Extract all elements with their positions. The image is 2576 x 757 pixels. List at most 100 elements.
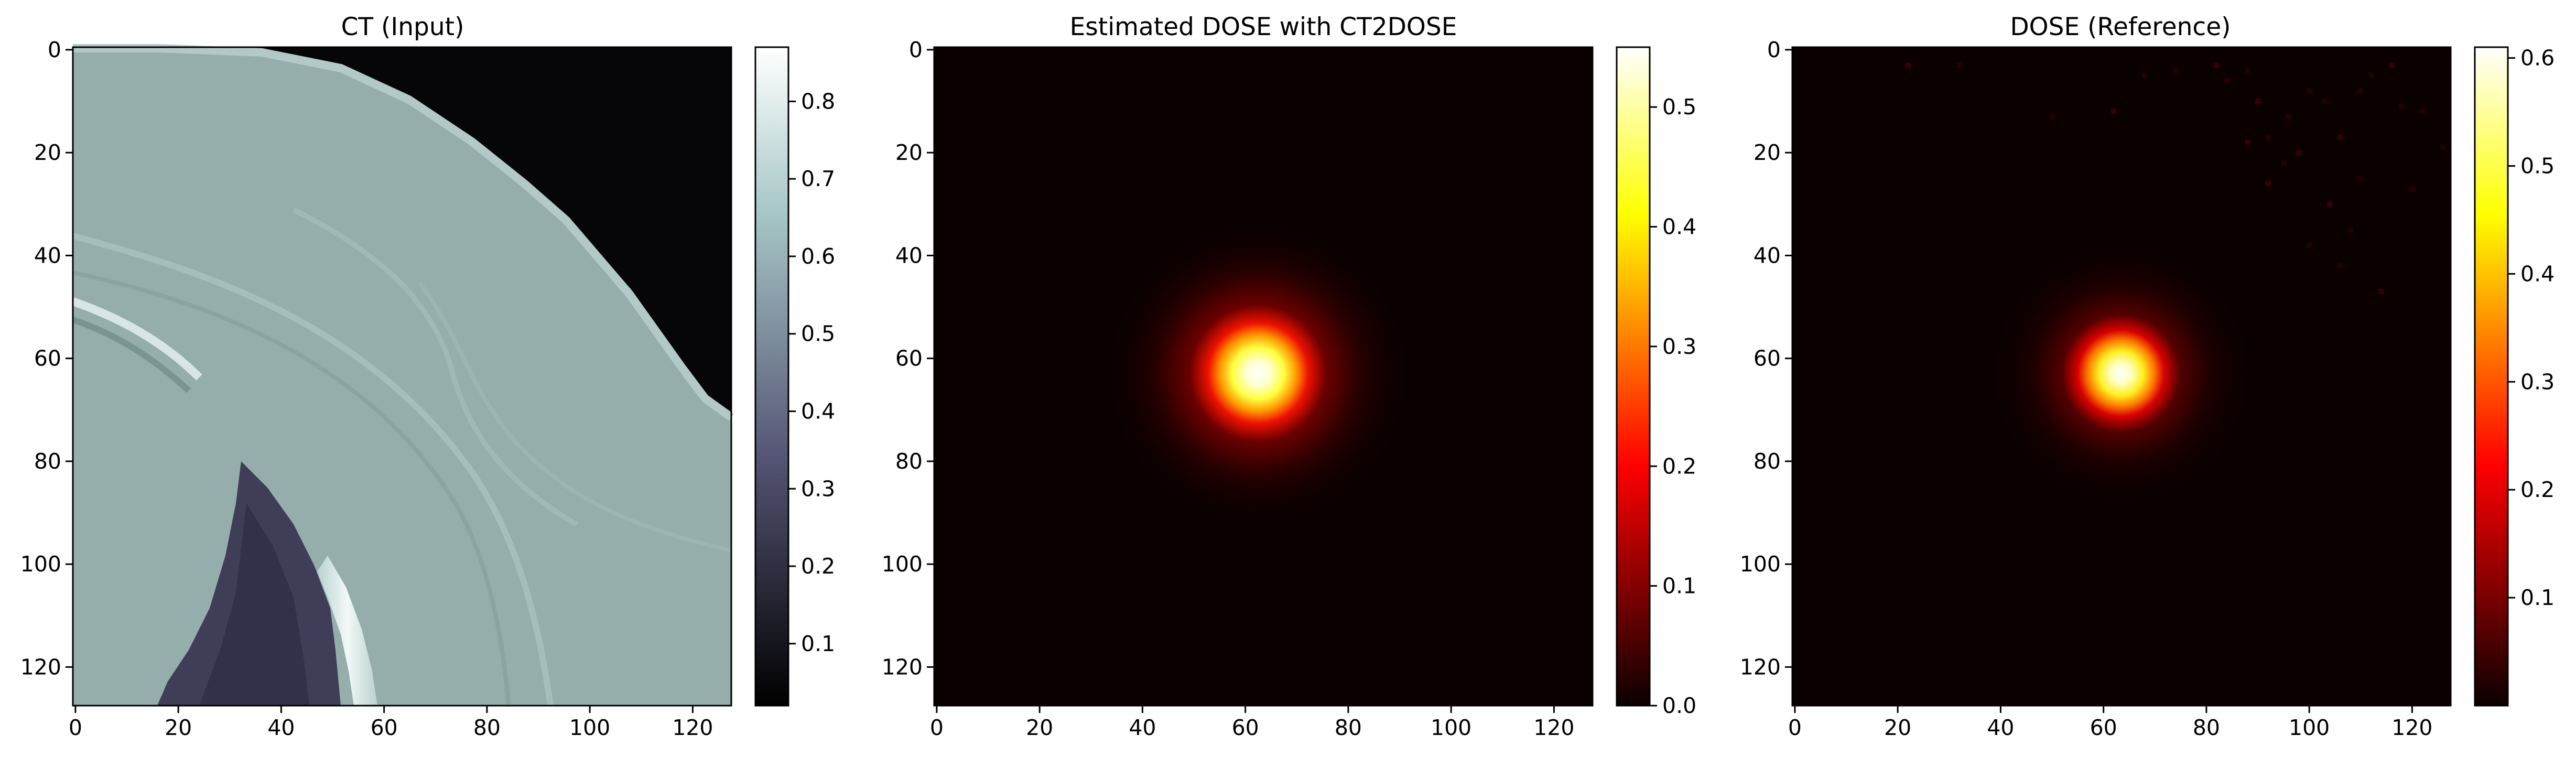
colorbar xyxy=(2474,46,2509,707)
y-tick-label: 80 xyxy=(1754,449,1781,474)
y-tick-label: 0 xyxy=(1767,37,1781,62)
ct-skin-boundary xyxy=(73,44,734,421)
noise-point xyxy=(2399,103,2405,109)
y-tick-label: 60 xyxy=(34,346,61,371)
colorbar-tick-label: 0.1 xyxy=(801,631,835,656)
x-tick-label: 100 xyxy=(569,715,610,740)
ct-bone-band xyxy=(72,317,191,393)
colorbar-tick-label: 0.6 xyxy=(2520,46,2555,71)
noise-point xyxy=(2245,139,2250,145)
y-tick-group: 0 20 40 60 80 100 120 xyxy=(1740,37,1792,679)
ct-image xyxy=(71,44,734,706)
ct-bone-band xyxy=(71,297,202,381)
x-tick-group: 0 20 40 60 80 100 120 xyxy=(1788,706,2433,740)
plot-frame xyxy=(72,46,732,707)
noise-point xyxy=(2307,242,2312,248)
colorbar-tick-label: 0.6 xyxy=(801,244,835,269)
x-tick-label: 120 xyxy=(1533,715,1574,740)
noise-point xyxy=(2265,181,2271,186)
noise-point xyxy=(2368,73,2374,78)
ct-fascia-line xyxy=(72,233,554,706)
noise-point xyxy=(2358,176,2364,181)
x-tick-label: 40 xyxy=(1129,715,1156,740)
y-tick-label: 100 xyxy=(1740,551,1781,577)
colorbar-tick-label: 0.2 xyxy=(801,554,835,579)
noise-point xyxy=(2245,68,2250,73)
y-tick-group: 0 20 40 60 80 100 120 xyxy=(20,37,73,679)
noise-point xyxy=(2049,114,2055,120)
colorbar-tick-label: 0.0 xyxy=(1662,693,1696,718)
x-tick-label: 80 xyxy=(1335,715,1362,740)
y-tick-label: 80 xyxy=(895,449,923,474)
plot-frame xyxy=(1791,46,2452,707)
noise-point xyxy=(2214,62,2220,68)
colorbar-ticks: 0.1 0.2 0.3 0.4 0.5 0.6 xyxy=(2508,46,2555,610)
y-tick-label: 40 xyxy=(34,243,61,268)
panel-ct-input: CT (Input) 0 20 40 60 80 100 120 0 20 40 60 80 100 1… xyxy=(20,13,835,740)
x-tick-label: 100 xyxy=(2289,715,2330,740)
chart-title: CT (Input) xyxy=(341,13,464,41)
x-tick-label: 40 xyxy=(1987,715,2014,740)
y-tick-label: 80 xyxy=(34,449,61,474)
noise-point xyxy=(2337,134,2343,140)
x-tick-label: 20 xyxy=(1026,715,1053,740)
colorbar-ticks: 0.0 0.1 0.2 0.3 0.4 0.5 xyxy=(1650,94,1696,718)
noise-point xyxy=(1905,62,1911,68)
noise-point xyxy=(2389,62,2395,68)
noise-point xyxy=(2281,160,2286,166)
y-tick-label: 20 xyxy=(1754,140,1781,165)
y-tick-label: 0 xyxy=(909,37,923,62)
x-tick-label: 120 xyxy=(672,715,713,740)
y-tick-label: 20 xyxy=(34,140,61,165)
noise-point xyxy=(2173,68,2178,73)
colorbar-tick-label: 0.5 xyxy=(1662,94,1696,120)
x-tick-label: 20 xyxy=(165,715,192,740)
noise-point xyxy=(2286,114,2291,120)
colorbar-tick-label: 0.4 xyxy=(801,398,835,424)
panel-reference-dose: DOSE (Reference) 0 20 40 60 80 100 120 0 20 40 60… xyxy=(1740,13,2555,740)
colorbar xyxy=(1616,46,1651,707)
dose-hotspot xyxy=(1106,221,1410,525)
colorbar-tick-label: 0.1 xyxy=(2520,585,2555,610)
noise-point xyxy=(1957,62,1962,68)
y-tick-group: 0 20 40 60 80 100 120 xyxy=(882,37,934,679)
noise-point xyxy=(2296,150,2302,156)
x-tick-label: 40 xyxy=(267,715,295,740)
colorbar-ticks: 0.1 0.2 0.3 0.4 0.5 0.6 0.7 0.8 xyxy=(788,89,835,656)
x-tick-label: 120 xyxy=(2391,715,2432,740)
dose-noise-points xyxy=(1905,62,2446,294)
x-tick-group: 0 20 40 60 80 100 120 xyxy=(69,706,713,740)
colorbar-tick-label: 0.7 xyxy=(801,166,835,191)
x-tick-group: 0 20 40 60 80 100 120 xyxy=(930,706,1575,740)
chart-title: Estimated DOSE with CT2DOSE xyxy=(1070,13,1457,41)
noise-point xyxy=(2337,263,2343,268)
noise-point xyxy=(2347,227,2353,233)
ct-fascia-line xyxy=(292,207,578,527)
colorbar-tick-label: 0.1 xyxy=(1662,574,1696,599)
y-tick-label: 120 xyxy=(882,654,923,679)
colorbar-tick-label: 0.4 xyxy=(2520,261,2555,286)
chart-title: DOSE (Reference) xyxy=(2010,13,2231,41)
x-tick-label: 0 xyxy=(69,715,82,740)
y-tick-label: 120 xyxy=(1740,654,1781,679)
noise-point xyxy=(2409,186,2415,191)
y-tick-label: 20 xyxy=(895,140,923,165)
panel-estimated-dose: Estimated DOSE with CT2DOSE 0 20 40 60 80 100… xyxy=(882,13,1696,740)
noise-point xyxy=(2111,109,2117,114)
y-tick-label: 0 xyxy=(48,37,61,62)
y-tick-label: 40 xyxy=(895,243,923,268)
colorbar-tick-label: 0.3 xyxy=(2520,369,2555,394)
ct-lung-air xyxy=(199,503,309,706)
x-tick-label: 0 xyxy=(1788,715,1802,740)
y-tick-label: 60 xyxy=(895,346,923,371)
colorbar-tick-label: 0.8 xyxy=(801,89,835,114)
y-tick-label: 100 xyxy=(882,551,923,577)
x-tick-label: 80 xyxy=(2193,715,2220,740)
colorbar-tick-label: 0.2 xyxy=(2520,477,2555,502)
y-tick-label: 60 xyxy=(1754,346,1781,371)
ct-fascia-line xyxy=(417,282,732,553)
y-tick-label: 120 xyxy=(20,654,61,679)
x-tick-label: 80 xyxy=(473,715,501,740)
plot-frame xyxy=(933,46,1594,707)
